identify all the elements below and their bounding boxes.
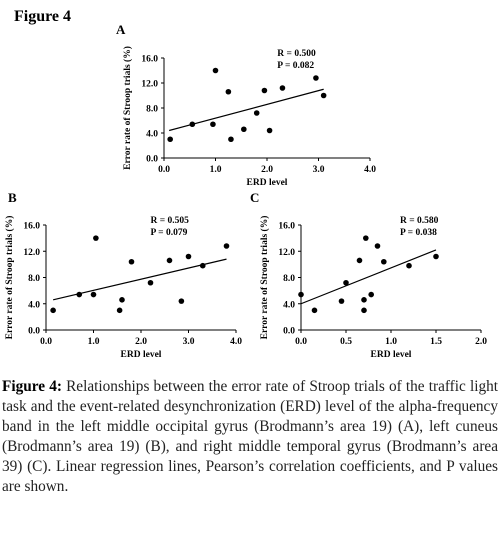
data-point-c-5 [361,297,367,303]
data-point-a-5 [228,136,234,143]
y-axis-label-c: Error rate of Stroop trials (%) [259,216,270,340]
data-point-c-11 [406,262,412,269]
x-tick-label-c: 0.0 [295,337,307,347]
data-point-a-1 [189,121,196,128]
x-tick-label-b: 3.0 [183,337,195,347]
data-point-c-0 [298,291,304,298]
chart-svg-b: B 0.0 1.0 2.0 3.0 4.0 0.0 4.0 8.0 12.0 16.0 ERD lev… [4,190,242,360]
figure-title: Figure 4 [14,8,72,25]
x-tick-label-a: 3.0 [313,165,325,175]
chart-svg-c: C 0.0 0.5 1.0 1.5 2.0 0.0 4.0 8.0 12.0 16.0 ERD lev… [250,190,487,360]
data-point-a-6 [241,126,247,133]
data-point-a-11 [313,75,319,81]
data-point-b-1 [76,291,83,298]
caption-text: Relationships between the error rate of … [2,378,499,495]
data-point-b-7 [147,279,154,286]
y-tick-label-b: 0.0 [28,327,40,337]
y-tick-label-c: 8.0 [283,274,295,284]
y-tick-label-b: 8.0 [28,274,40,284]
data-point-a-4 [225,88,232,95]
data-point-c-10 [381,258,387,265]
data-point-a-10 [279,85,286,91]
x-tick-label-b: 0.0 [40,337,52,347]
data-point-b-9 [178,298,185,304]
x-tick-label-b: 4.0 [230,337,242,347]
x-tick-label-b: 2.0 [135,337,147,347]
x-tick-label-b: 1.0 [88,337,100,347]
x-tick-label-c: 1.0 [385,337,397,347]
y-tick-label-b: 12.0 [23,248,40,258]
data-point-b-5 [119,297,125,303]
data-point-c-3 [343,279,349,286]
y-tick-label-c: 0.0 [283,327,295,337]
data-point-b-0 [50,307,56,314]
y-axis-label-b: Error rate of Stroop trials (%) [4,216,15,340]
y-tick-label-a: 16.0 [141,55,158,65]
y-tick-label-c: 12.0 [278,248,295,258]
x-tick-label-a: 1.0 [210,165,222,175]
r-value-a: R = 0.500 [277,49,316,59]
data-point-a-9 [266,127,273,134]
x-tick-label-a: 4.0 [364,165,376,175]
data-point-b-6 [128,258,135,265]
chart-panel-c: C 0.0 0.5 1.0 1.5 2.0 0.0 4.0 8.0 12.0 16.0 ERD lev… [246,190,492,368]
chart-svg-a: A 0.0 1.0 2.0 3.0 4.0 0.0 4.0 8.0 12.0 16.0 ERD lev… [116,22,376,188]
data-point-b-2 [90,291,97,298]
data-point-b-11 [199,262,206,269]
y-tick-label-c: 16.0 [278,222,295,232]
figure-caption: Figure 4: Relationships between the erro… [2,377,498,497]
y-tick-label-a: 0.0 [146,155,158,165]
data-point-c-9 [374,243,381,249]
y-tick-label-a: 12.0 [141,80,158,90]
data-point-c-4 [356,257,363,264]
y-tick-label-a: 8.0 [146,105,158,115]
y-tick-label-c: 4.0 [283,300,295,310]
data-point-b-4 [116,307,123,314]
x-axis-label-a: ERD level [247,178,288,188]
x-tick-label-a: 0.0 [158,165,170,175]
panel-label-b: B [8,190,17,205]
x-axis-label-c: ERD level [371,350,412,360]
data-point-a-8 [261,87,268,94]
data-point-a-0 [167,136,173,143]
data-point-c-6 [361,307,367,314]
p-value-c: P = 0.038 [400,228,437,238]
data-point-b-3 [93,235,99,241]
data-point-a-2 [210,121,216,128]
x-tick-label-a: 2.0 [261,165,273,175]
x-axis-label-b: ERD level [121,350,162,360]
chart-panel-b: B 0.0 1.0 2.0 3.0 4.0 0.0 4.0 8.0 12.0 16.0 ERD lev… [4,190,250,368]
chart-panel-a: A 0.0 1.0 2.0 3.0 4.0 0.0 4.0 8.0 12.0 16.0 ERD lev… [112,22,376,198]
x-tick-label-c: 1.5 [430,337,442,347]
data-point-a-12 [320,92,327,99]
data-point-b-8 [166,257,173,264]
data-point-c-8 [368,291,374,298]
y-axis-label-a: Error rate of Stroop trials (%) [122,46,133,170]
data-point-c-12 [433,253,439,260]
y-tick-label-b: 16.0 [23,222,40,232]
panel-label-a: A [116,22,126,37]
data-point-b-12 [223,243,230,249]
x-tick-label-c: 2.0 [475,337,487,347]
caption-label: Figure 4: [2,378,62,395]
regression-line-b [52,258,227,301]
data-point-b-10 [185,253,192,260]
y-tick-label-a: 4.0 [146,130,158,140]
x-tick-label-c: 0.5 [340,337,352,347]
r-value-c: R = 0.580 [400,216,439,226]
data-point-a-3 [212,67,219,74]
data-point-c-7 [363,235,369,241]
regression-line-c [300,249,437,305]
p-value-b: P = 0.079 [151,228,188,238]
data-point-c-2 [338,298,345,304]
panel-label-c: C [250,190,259,205]
y-tick-label-b: 4.0 [28,300,40,310]
r-value-b: R = 0.505 [151,216,190,226]
p-value-a: P = 0.082 [277,61,314,71]
data-point-a-7 [253,110,260,116]
data-point-c-1 [311,307,318,314]
